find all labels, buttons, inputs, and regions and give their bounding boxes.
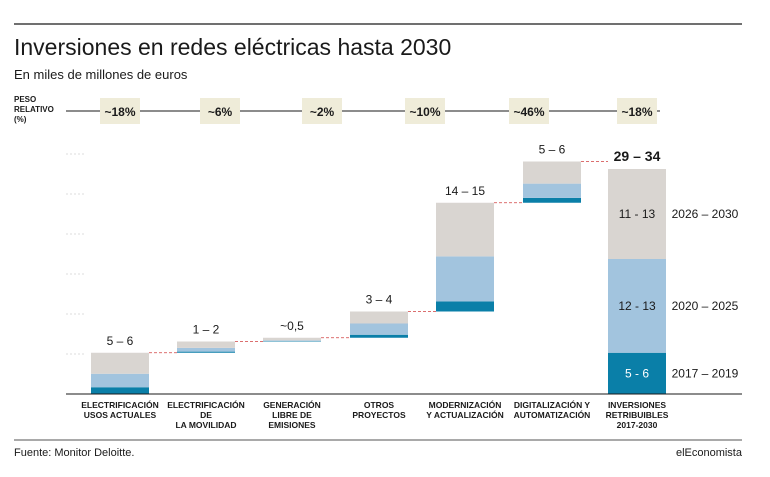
bars	[91, 161, 666, 394]
brand-logo: elEconomista	[676, 447, 743, 459]
peso-value: ~6%	[208, 105, 233, 119]
bar-segment	[608, 169, 666, 259]
segment-label: 5 - 6	[625, 366, 649, 380]
category-label: Y ACTUALIZACIÓN	[426, 409, 503, 420]
category-label: INVERSIONES	[608, 400, 666, 410]
bar-total-label: 1 – 2	[193, 323, 220, 337]
bar-segment	[91, 352, 149, 374]
bar-segment	[263, 340, 321, 342]
bar-segment	[523, 197, 581, 203]
bar-segment	[350, 334, 408, 338]
bar-total-label: 3 – 4	[366, 293, 393, 307]
category-label: 2017-2030	[617, 420, 658, 430]
bar-segment	[177, 347, 235, 352]
axis-ticks	[66, 153, 84, 355]
segment-label: 12 - 13	[618, 299, 656, 313]
bar-total-label: ~0,5	[280, 319, 304, 333]
legend-entry: 2020 – 2025	[672, 299, 739, 313]
peso-header-line-1: PESO	[14, 95, 36, 104]
bar-segment	[91, 387, 149, 394]
category-label: DE	[200, 410, 212, 420]
peso-header-line-3: (%)	[14, 115, 27, 124]
bar-segment	[177, 341, 235, 348]
legend: 2017 – 2019 2020 – 2025 2026 – 2030	[672, 207, 739, 380]
category-label: PROYECTOS	[352, 410, 406, 420]
peso-value: ~2%	[310, 105, 335, 119]
bar-labels: 5 – 6 1 – 2 ~0,5 3 – 4 14 – 15 5 – 6 29 – 34 5 …	[107, 143, 661, 381]
category-label: DIGITALIZACIÓN Y	[514, 399, 591, 410]
peso-value: ~18%	[621, 105, 652, 119]
bar-segment	[436, 256, 494, 302]
peso-box	[617, 98, 657, 124]
bar-segment	[263, 341, 321, 342]
peso-header: PESO RELATIVO (%)	[14, 95, 54, 124]
peso-box	[405, 98, 445, 124]
bar-total-label: 29 – 34	[614, 148, 661, 164]
category-label: USOS ACTUALES	[84, 410, 157, 420]
peso-value: ~46%	[513, 105, 544, 119]
category-label: MODERNIZACIÓN	[429, 399, 502, 410]
bar-segment	[523, 183, 581, 198]
bar-segment	[91, 373, 149, 388]
peso-value: ~10%	[409, 105, 440, 119]
peso-row: ~18% ~6% ~2% ~10% ~46% ~18%	[100, 98, 657, 124]
bar-total-label: 5 – 6	[107, 334, 134, 348]
peso-header-line-2: RELATIVO	[14, 105, 54, 114]
category-label: GENERACIÓN	[263, 399, 321, 410]
category-label: AUTOMATIZACIÓN	[514, 409, 591, 420]
bar-segment	[608, 352, 666, 394]
category-label: RETRIBUIBLES	[606, 410, 669, 420]
bar-total-label: 5 – 6	[539, 143, 566, 157]
legend-entry: 2026 – 2030	[672, 207, 739, 221]
chart-subtitle: En miles de millones de euros	[14, 67, 188, 82]
category-label: LIBRE DE	[272, 410, 312, 420]
bar-segment	[263, 337, 321, 341]
peso-box	[100, 98, 140, 124]
bar-segment	[608, 259, 666, 353]
peso-box	[200, 98, 240, 124]
peso-box	[302, 98, 342, 124]
segment-label: 11 - 13	[619, 207, 656, 221]
bar-segment	[350, 323, 408, 335]
category-label: OTROS	[364, 400, 395, 410]
category-label: EMISIONES	[268, 420, 316, 430]
peso-box	[509, 98, 549, 124]
bar-segment	[436, 202, 494, 257]
category-label: LA MOVILIDAD	[175, 420, 236, 430]
bar-segment	[350, 311, 408, 324]
bar-segment	[177, 351, 235, 353]
category-label: ELECTRIFICACIÓN	[167, 399, 244, 410]
source-note: Fuente: Monitor Deloitte.	[14, 447, 134, 459]
bar-segment	[436, 301, 494, 312]
chart-title: Inversiones en redes eléctricas hasta 20…	[14, 34, 451, 60]
bar-total-label: 14 – 15	[445, 184, 485, 198]
legend-entry: 2017 – 2019	[672, 366, 739, 380]
bar-segment	[523, 161, 581, 184]
category-label: ELECTRIFICACIÓN	[81, 399, 158, 410]
peso-value: ~18%	[104, 105, 135, 119]
connectors	[149, 161, 608, 354]
